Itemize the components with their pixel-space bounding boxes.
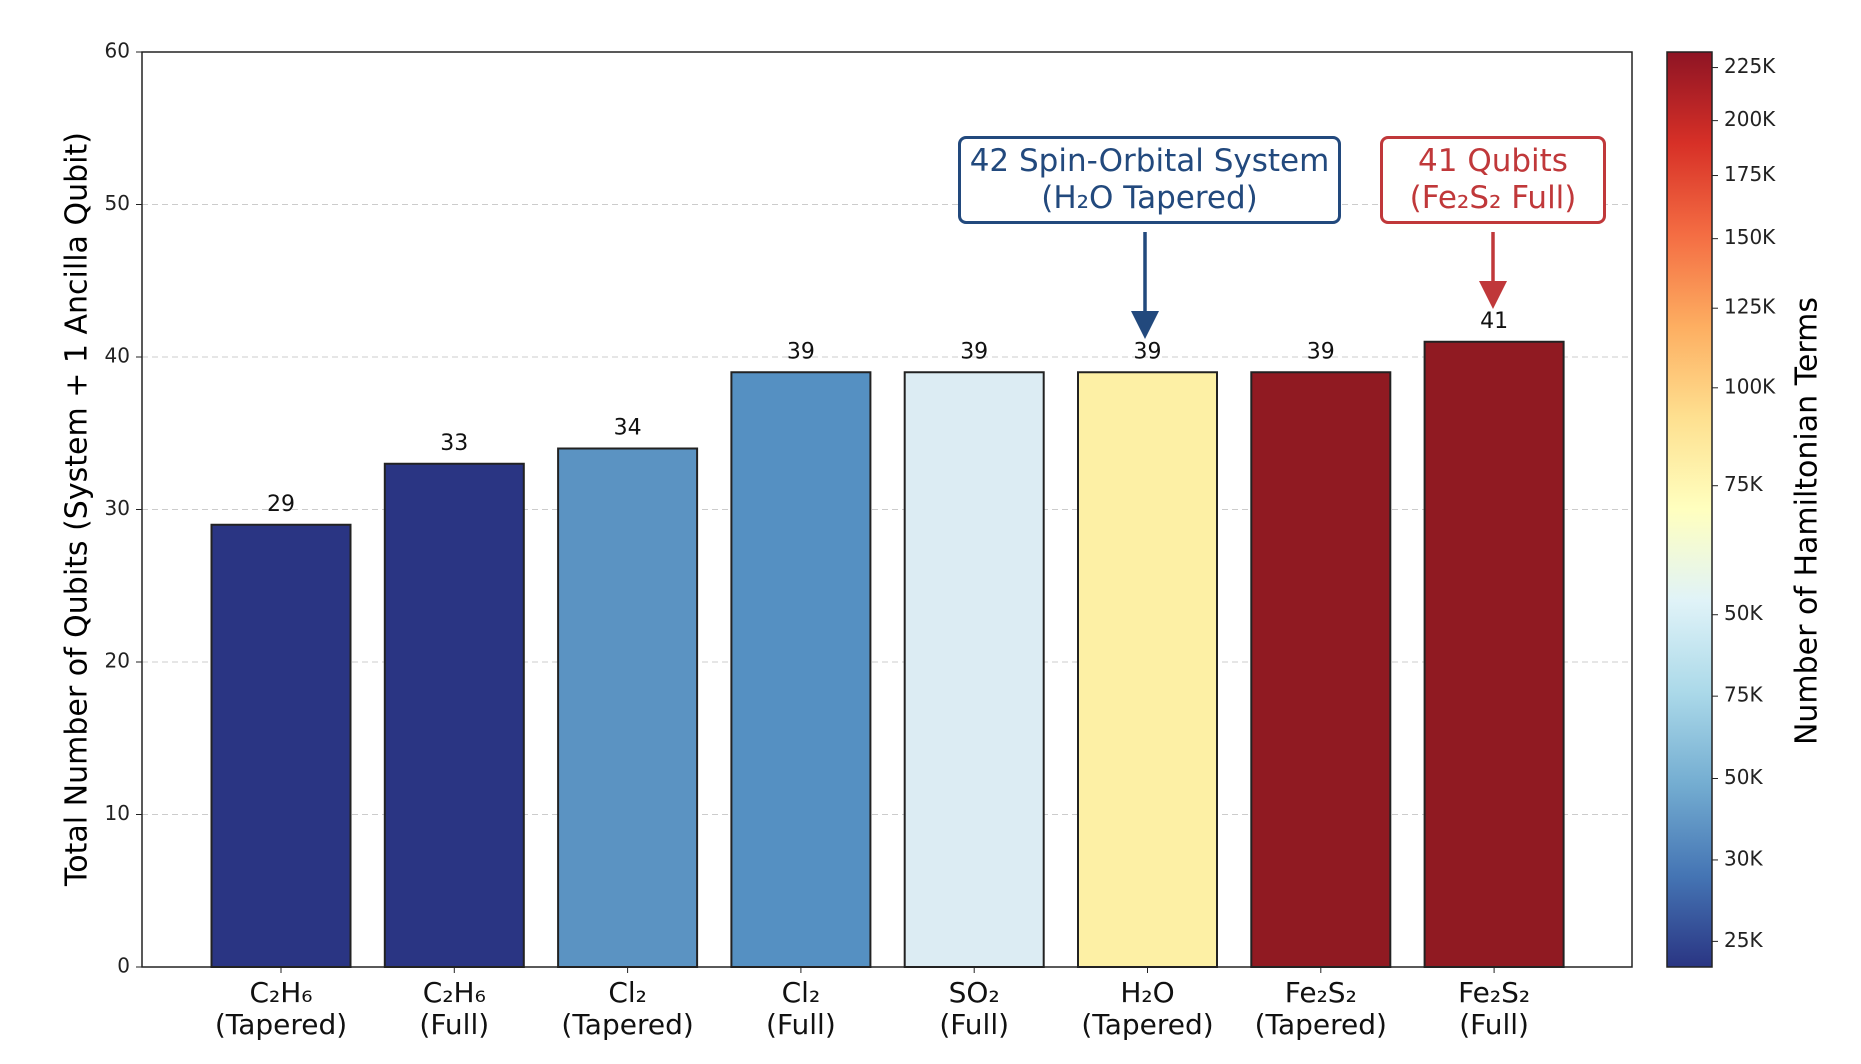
x-tick-label: C₂H₆ (Full)	[419, 976, 490, 1041]
colorbar-tick-label: 25K	[1724, 928, 1763, 952]
colorbar-tick-label: 30K	[1724, 846, 1763, 870]
annotation: 41 Qubits (Fe₂S₂ Full)	[1380, 136, 1606, 224]
x-tick-label: H₂O (Tapered)	[1081, 976, 1214, 1041]
x-tick-label: Cl₂ (Tapered)	[561, 976, 694, 1041]
bar	[1250, 371, 1392, 968]
annotation: 42 Spin-Orbital System (H₂O Tapered)	[958, 136, 1341, 224]
bar	[730, 371, 872, 968]
value-label: 41	[1480, 309, 1508, 334]
bar	[1423, 340, 1565, 968]
colorbar	[1666, 51, 1713, 968]
bar	[557, 447, 699, 968]
x-tick-label: Fe₂S₂ (Tapered)	[1254, 976, 1387, 1041]
colorbar-label: Number of Hamiltonian Terms	[1790, 297, 1825, 745]
value-label: 39	[960, 339, 988, 364]
value-label: 39	[1307, 339, 1335, 364]
colorbar-tick-label: 50K	[1724, 601, 1763, 625]
value-label: 39	[787, 339, 815, 364]
x-tick-label: Cl₂ (Full)	[766, 976, 836, 1041]
colorbar-tick-label: 225K	[1724, 54, 1776, 78]
bar	[383, 462, 525, 968]
bar	[1077, 371, 1218, 968]
value-label: 39	[1134, 339, 1162, 364]
x-tick-label: Fe₂S₂ (Full)	[1458, 976, 1531, 1041]
y-tick-label: 50	[105, 191, 130, 215]
y-tick-label: 40	[105, 344, 130, 368]
colorbar-tick-label: 50K	[1724, 765, 1763, 789]
y-tick-label: 30	[105, 496, 130, 520]
y-tick-label: 10	[105, 801, 130, 825]
value-label: 33	[440, 431, 468, 456]
colorbar-tick-label: 100K	[1724, 374, 1776, 398]
colorbar-tick-label: 75K	[1724, 683, 1763, 707]
y-tick-label: 60	[105, 39, 130, 63]
bar	[903, 371, 1045, 968]
x-tick-label: C₂H₆ (Tapered)	[214, 976, 348, 1041]
colorbar-tick-label: 200K	[1724, 107, 1776, 131]
y-tick-label: 20	[105, 649, 130, 673]
y-axis-label: Total Number of Qubits (System + 1 Ancil…	[60, 132, 95, 887]
colorbar-tick-label: 175K	[1724, 162, 1776, 186]
colorbar-tick-label: 125K	[1724, 295, 1776, 319]
colorbar-tick-label: 150K	[1724, 225, 1776, 249]
value-label: 29	[267, 492, 295, 517]
plot-frame	[141, 51, 1633, 968]
bar	[210, 523, 352, 968]
y-tick-label: 0	[117, 954, 130, 978]
colorbar-tick-label: 75K	[1724, 472, 1763, 496]
x-tick-label: SO₂ (Full)	[939, 976, 1010, 1041]
value-label: 34	[614, 416, 642, 441]
